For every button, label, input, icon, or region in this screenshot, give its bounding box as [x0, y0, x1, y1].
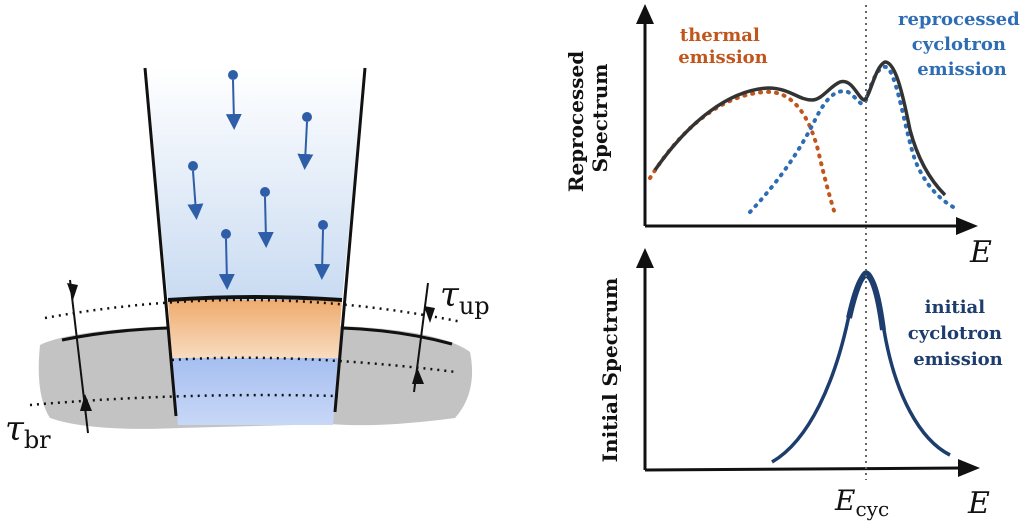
particle	[297, 112, 314, 170]
particle	[314, 220, 331, 280]
column-wall-right	[333, 67, 367, 413]
initial-cyclotron-label: initial cyclotron emission	[908, 297, 1008, 370]
reprocessed-spectrum-plot: Reprocessed Spectrum E thermal emission …	[564, 4, 1026, 270]
top-y-arrowhead	[636, 4, 654, 24]
bottom-x-arrowhead	[958, 459, 980, 477]
top-x-arrowhead	[956, 217, 978, 235]
bottom-x-axis	[644, 466, 963, 472]
heated-layer	[168, 300, 342, 358]
tau-br-label: τbr	[5, 409, 51, 454]
bottom-xlabel: E	[967, 486, 990, 521]
shock-line	[167, 295, 343, 302]
particle	[187, 161, 204, 220]
surface-top-line-right	[341, 326, 453, 346]
tau-up-label: τup	[440, 275, 490, 320]
initial-cyclotron-curve-inner	[846, 271, 886, 331]
top-ylabel: Reprocessed Spectrum	[564, 44, 612, 192]
tau-up-arrow	[412, 282, 435, 393]
thermal-curve	[648, 89, 837, 216]
lower-layer	[172, 358, 338, 425]
falling-particles	[187, 70, 331, 290]
particle	[225, 70, 242, 130]
dotted-layer-bottom	[29, 393, 339, 407]
particle	[218, 229, 235, 290]
ecyc-label: Ecyc	[834, 484, 889, 521]
particle	[257, 187, 274, 248]
reprocessed-cyclotron-label: reprocessed cyclotron emission	[898, 9, 1026, 80]
thermal-emission-label: thermal emission	[678, 25, 768, 68]
top-xlabel: E	[969, 235, 992, 270]
bottom-ylabel: Initial Spectrum	[598, 278, 622, 463]
accretion-column-diagram: τup τbr	[5, 67, 490, 454]
column-wall-left	[143, 67, 178, 417]
total-spectrum-curve	[653, 60, 947, 197]
dotted-layer-top	[44, 298, 463, 324]
surface-top-line	[61, 326, 169, 342]
bottom-y-arrowhead	[636, 248, 654, 268]
accretion-column	[145, 68, 365, 300]
tau-br-arrow	[67, 279, 92, 434]
initial-spectrum-plot: Initial Spectrum E initial cyclotron emi…	[598, 248, 1008, 521]
